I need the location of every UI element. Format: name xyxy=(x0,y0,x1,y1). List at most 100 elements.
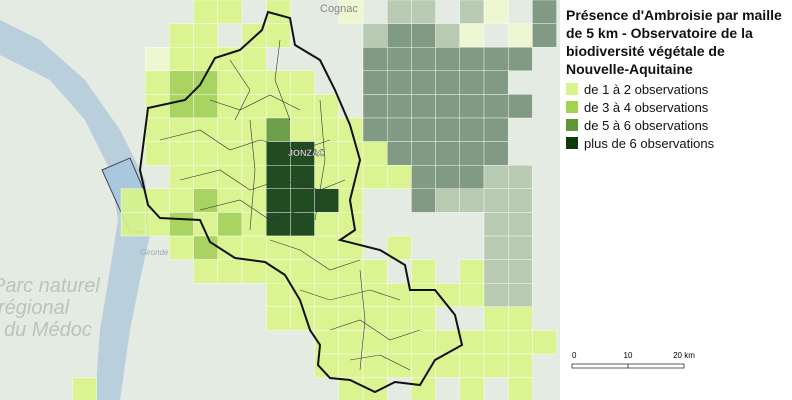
legend-item: de 5 à 6 observations xyxy=(566,116,788,134)
scale-label: 0 xyxy=(572,351,577,360)
grid-cell xyxy=(241,259,267,284)
grid-cell xyxy=(411,117,436,142)
grid-cell xyxy=(387,94,412,119)
grid-cell xyxy=(532,0,557,24)
grid-cell xyxy=(459,0,485,24)
grid-cell xyxy=(508,377,533,400)
grid-cell xyxy=(338,330,364,355)
park-label-line: Parc naturel xyxy=(0,275,100,297)
grid-cell xyxy=(314,259,340,284)
grid-cell xyxy=(241,164,267,189)
grid-cell xyxy=(72,377,97,400)
grid-cell xyxy=(483,141,509,166)
grid-cell xyxy=(193,23,219,48)
grid-cell xyxy=(193,141,219,166)
grid-cell xyxy=(411,330,436,355)
grid-cell xyxy=(483,353,509,378)
grid-cell xyxy=(387,164,412,189)
grid-cell xyxy=(217,164,243,189)
grid-cell xyxy=(144,117,170,142)
legend-swatch xyxy=(566,137,578,149)
grid-cell xyxy=(193,94,219,119)
grid-cell xyxy=(169,212,194,237)
grid-cell xyxy=(508,259,533,284)
scale-segment xyxy=(571,363,629,369)
legend-swatch xyxy=(566,119,578,131)
grid-cell xyxy=(483,164,509,189)
grid-cell xyxy=(290,188,315,213)
grid-cell xyxy=(459,23,485,48)
grid-cell xyxy=(411,141,436,166)
legend-label: de 1 à 2 observations xyxy=(584,81,709,97)
grid-cell xyxy=(387,47,412,72)
grid-cell xyxy=(411,283,436,308)
grid-cell xyxy=(411,164,436,189)
grid-cell xyxy=(169,235,194,260)
grid-cell xyxy=(508,330,533,355)
grid-cell xyxy=(217,117,243,142)
grid-cell xyxy=(193,117,219,142)
grid-cell xyxy=(459,117,485,142)
grid-cell xyxy=(314,164,340,189)
grid-cell xyxy=(290,164,315,189)
grid-cell xyxy=(435,117,461,142)
grid-cell xyxy=(435,188,461,213)
commune-borders xyxy=(159,39,421,371)
grid-cell xyxy=(314,94,340,119)
grid-cell xyxy=(483,259,509,284)
grid-cell xyxy=(362,377,388,400)
grid-cell xyxy=(483,306,509,331)
grid-cell xyxy=(362,94,388,119)
grid-cell xyxy=(241,70,267,95)
legend-label: de 5 à 6 observations xyxy=(584,117,709,133)
legend-item: de 3 à 4 observations xyxy=(566,98,788,116)
grid-cell xyxy=(217,259,243,284)
grid-cell xyxy=(508,235,533,260)
grid-cell xyxy=(314,117,340,142)
grid-cell xyxy=(193,0,219,24)
grid-cell xyxy=(387,306,412,331)
grid-cell xyxy=(508,47,533,72)
grid-cell xyxy=(266,117,291,142)
grid-cell xyxy=(169,94,194,119)
scale-bar: 0 10 20 km xyxy=(571,351,695,369)
grid-cell xyxy=(169,188,194,213)
grid-cell xyxy=(120,212,146,237)
grid-cell xyxy=(459,47,485,72)
grid-cell xyxy=(532,330,557,355)
grid-cell xyxy=(169,70,194,95)
grid-cell xyxy=(459,141,485,166)
grid-cell xyxy=(266,235,291,260)
grid-cell xyxy=(266,70,291,95)
grid-cell xyxy=(483,117,509,142)
district-outline xyxy=(138,10,464,394)
grid-cell xyxy=(459,188,485,213)
estuary xyxy=(0,20,150,400)
grid-cell xyxy=(241,94,267,119)
grid-cell xyxy=(266,283,291,308)
grid-cell xyxy=(314,235,340,260)
grid-cell xyxy=(411,259,436,284)
grid-cell xyxy=(169,117,194,142)
grid-cell xyxy=(362,259,388,284)
grid-cell xyxy=(411,188,436,213)
grid-cell xyxy=(266,94,291,119)
grid-cell xyxy=(144,141,170,166)
legend-swatch xyxy=(566,83,578,95)
grid-cell xyxy=(508,353,533,378)
grid-cell xyxy=(532,23,557,48)
legend-item: de 1 à 2 observations xyxy=(566,80,788,98)
grid-cell xyxy=(144,47,170,72)
grid-cell xyxy=(266,212,291,237)
grid-cell xyxy=(435,23,461,48)
grid-cell xyxy=(314,212,340,237)
grid-cell xyxy=(169,164,194,189)
grid-cell xyxy=(290,94,315,119)
legend: Présence d'Ambroisie par maille de 5 km … xyxy=(566,6,788,152)
grid-cell xyxy=(362,117,388,142)
grid-cell xyxy=(241,47,267,72)
grid-cell xyxy=(290,70,315,95)
grid-cell xyxy=(387,0,412,24)
grid-cell xyxy=(387,283,412,308)
grid-cell xyxy=(435,70,461,95)
